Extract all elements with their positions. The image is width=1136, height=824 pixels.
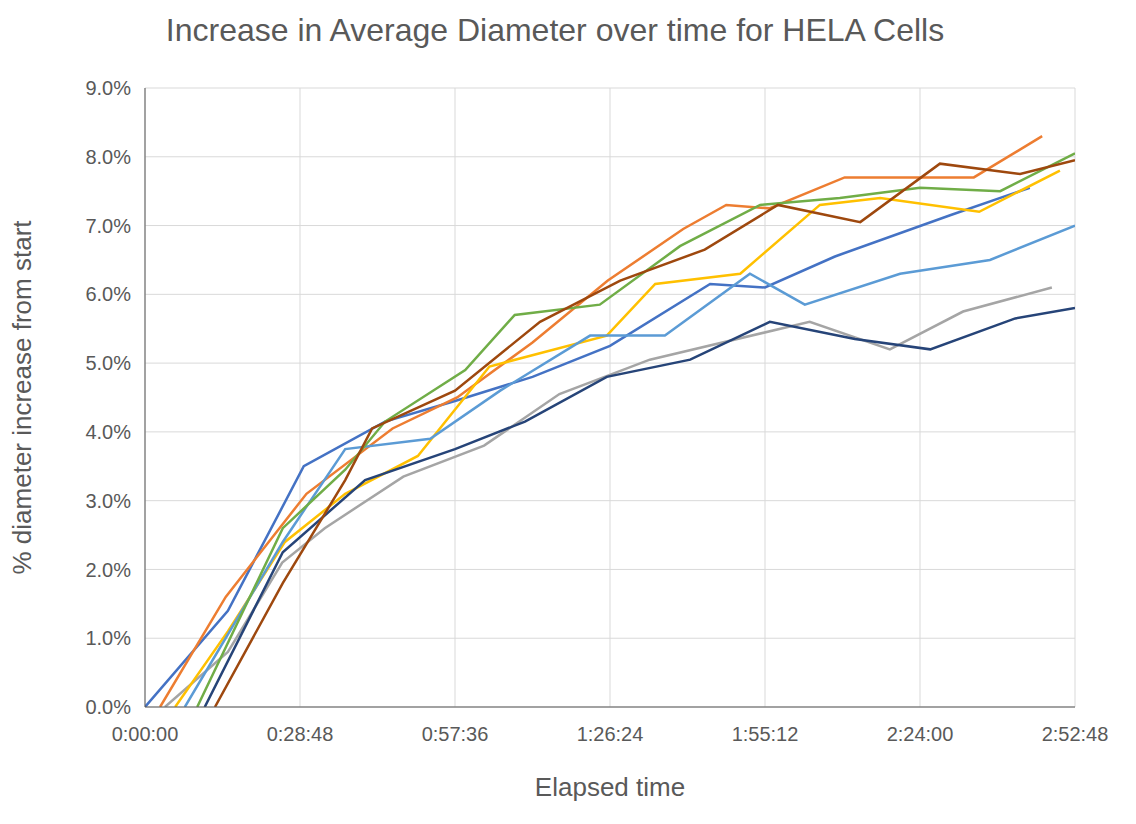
svg-text:1.0%: 1.0%: [85, 627, 131, 649]
svg-text:3.0%: 3.0%: [85, 490, 131, 512]
svg-text:0:00:00: 0:00:00: [112, 723, 179, 745]
svg-text:4.0%: 4.0%: [85, 421, 131, 443]
svg-text:2:52:48: 2:52:48: [1042, 723, 1109, 745]
svg-text:1:26:24: 1:26:24: [577, 723, 644, 745]
svg-text:2.0%: 2.0%: [85, 559, 131, 581]
svg-text:2:24:00: 2:24:00: [887, 723, 954, 745]
svg-text:0:28:48: 0:28:48: [267, 723, 334, 745]
svg-text:0.0%: 0.0%: [85, 696, 131, 718]
svg-text:7.0%: 7.0%: [85, 215, 131, 237]
svg-text:5.0%: 5.0%: [85, 352, 131, 374]
svg-text:% diameter increase from start: % diameter increase from start: [8, 220, 37, 575]
svg-text:0:57:36: 0:57:36: [422, 723, 489, 745]
svg-text:6.0%: 6.0%: [85, 283, 131, 305]
svg-text:Elapsed time: Elapsed time: [535, 772, 685, 802]
html-text:Increase in Average Diameter o: Increase in Average Diameter over time f…: [165, 12, 945, 48]
svg-text:9.0%: 9.0%: [85, 77, 131, 99]
svg-text:8.0%: 8.0%: [85, 146, 131, 168]
svg-text:1:55:12: 1:55:12: [732, 723, 799, 745]
